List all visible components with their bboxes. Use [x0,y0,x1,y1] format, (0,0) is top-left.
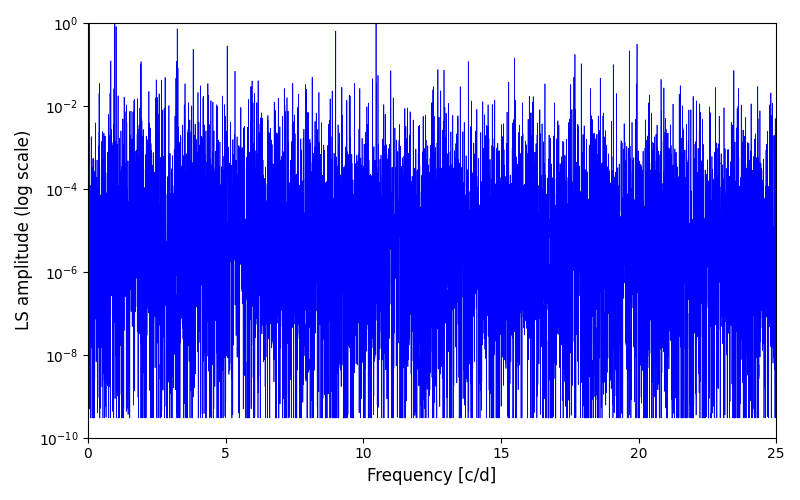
X-axis label: Frequency [c/d]: Frequency [c/d] [367,467,497,485]
Y-axis label: LS amplitude (log scale): LS amplitude (log scale) [15,130,33,330]
